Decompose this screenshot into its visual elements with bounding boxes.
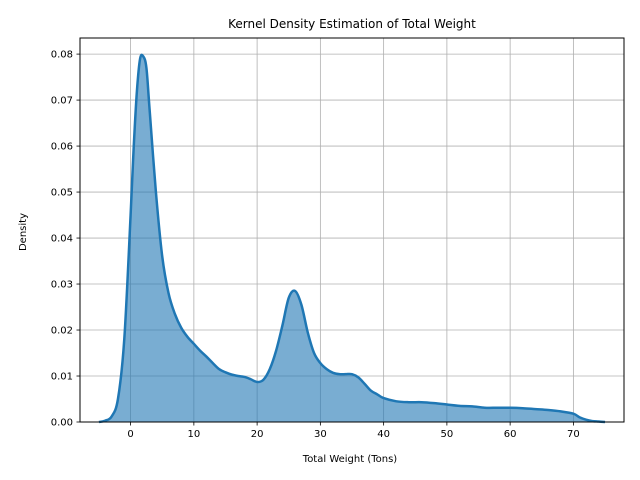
y-tick-label: 0.08 [51,50,73,61]
x-tick-label: 10 [187,429,200,440]
plot-area [98,53,606,424]
y-tick-label: 0.02 [51,326,73,337]
y-tick-label: 0.00 [51,418,73,429]
x-tick-label: 30 [314,429,327,440]
y-tick-label: 0.03 [51,280,73,291]
chart-title: Kernel Density Estimation of Total Weigh… [228,17,476,31]
y-tick-label: 0.05 [51,188,73,199]
x-tick-label: 40 [377,429,390,440]
y-axis-label: Density [18,213,29,251]
y-tick-label: 0.07 [51,96,73,107]
x-axis-label: Total Weight (Tons) [302,454,398,465]
y-tick-label: 0.01 [51,372,73,383]
axis-ticks: 0 10 20 30 40 50 60 70 0.00 0.01 0.02 0.03 0.04 0.05 0… [51,50,580,440]
x-tick-label: 60 [504,429,517,440]
x-tick-label: 70 [567,429,580,440]
density-line [98,53,606,424]
y-tick-label: 0.06 [51,142,73,153]
x-tick-label: 20 [251,429,264,440]
x-tick-label: 50 [441,429,454,440]
y-tick-label: 0.04 [51,234,73,245]
density-area [98,54,606,422]
axes-frame [79,37,625,423]
x-tick-label: 0 [127,429,133,440]
